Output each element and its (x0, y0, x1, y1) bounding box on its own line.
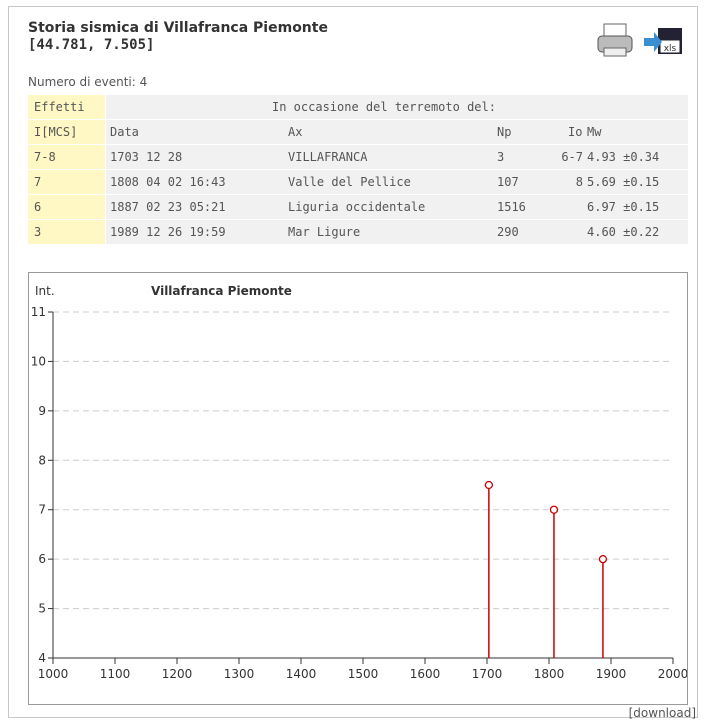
cell-text: 290 (497, 225, 519, 239)
icons[interactable]: xls (596, 20, 686, 64)
cell-text: VILLAFRANCA (288, 150, 368, 164)
chart-title: Villafranca Piemonte (151, 284, 292, 298)
row-bg (106, 95, 688, 119)
panel (8, 6, 698, 718)
chart: Int. Villafranca Piemonte 4 5 6 7 8 9 10 11 1000… (28, 272, 688, 705)
cell-text: 1516 (497, 200, 526, 214)
cell-text: 5.69 ±0.15 (587, 175, 660, 189)
row-bg (106, 120, 688, 144)
cell-text: Mar Ligure (288, 225, 361, 239)
row-bg-effetti (28, 220, 105, 244)
x-tick-label: 1300 (224, 667, 255, 681)
cell-text: 7-8 (34, 150, 56, 164)
x-tick-label: 1000 (38, 667, 69, 681)
column-header: Mw (587, 125, 602, 139)
x-tick-label: 1400 (286, 667, 317, 681)
column-header: Io (568, 125, 583, 139)
title: Storia sismica di Villafranca Piemonte (28, 20, 328, 36)
y-tick-label: 11 (31, 305, 46, 319)
download-link[interactable]: [download] (628, 706, 696, 720)
x-tick-label: 1500 (348, 667, 379, 681)
column-header: Data (110, 125, 139, 139)
event-count: Numero di eventi: 4 (28, 75, 148, 89)
x-tick-label: 1600 (410, 667, 441, 681)
row-bg (106, 220, 688, 244)
stem-marker (598, 554, 608, 564)
x-tick-label: 1800 (534, 667, 565, 681)
cell-text: 1989 12 26 19:59 (110, 225, 226, 239)
stem-marker (484, 480, 494, 490)
x-tick-label: 1900 (596, 667, 627, 681)
y-tick-label: 4 (38, 651, 46, 665)
row-bg-effetti (28, 95, 105, 119)
header-cell: In occasione del terremoto del: (272, 100, 496, 114)
cell-text: 4.93 ±0.34 (587, 150, 660, 164)
x-tick-label: 1700 (472, 667, 503, 681)
y-axis-label: Int. (35, 284, 55, 298)
cell-text: 3 (497, 150, 505, 164)
cell-text: 107 (497, 175, 519, 189)
cell-text: 7 (34, 175, 42, 189)
row-bg-effetti (28, 120, 105, 144)
cell-text: 8 (575, 175, 583, 189)
y-tick-label: 10 (31, 354, 46, 368)
xls-label: xls (664, 44, 677, 54)
xls-icon[interactable]: xls (644, 28, 682, 54)
row-bg (106, 195, 688, 219)
cell-text: 3 (34, 225, 42, 239)
coords: [44.781, 7.505] (28, 37, 155, 53)
y-tick-label: 5 (38, 602, 46, 616)
column-header: I[MCS] (34, 125, 78, 139)
column-header: Ax (288, 125, 303, 139)
cell-text: 1887 02 23 05:21 (110, 200, 226, 214)
y-tick-label: 6 (38, 552, 46, 566)
cell-text: Valle del Pellice (288, 175, 411, 189)
cell-text: 1703 12 28 (110, 150, 183, 164)
x-tick-label: 1100 (100, 667, 131, 681)
print-icon[interactable] (597, 23, 633, 57)
cell-text: 6-7 (561, 150, 583, 164)
cell-text: 1808 04 02 16:43 (110, 175, 226, 189)
row-bg-effetti (28, 195, 105, 219)
y-tick-label: 7 (38, 503, 46, 517)
cell-text: 4.60 ±0.22 (587, 225, 660, 239)
y-tick-label: 8 (38, 453, 46, 467)
stem-marker (549, 505, 559, 514)
row-bg-effetti (28, 170, 105, 194)
row-bg (106, 170, 688, 194)
y-tick-label: 9 (38, 404, 46, 418)
cell-text: Liguria occidentale (288, 200, 426, 214)
column-header: Np (497, 125, 512, 139)
row-bg-effetti (28, 145, 105, 169)
header-cell: Effetti (34, 100, 85, 114)
x-tick-label: 2000 (658, 667, 688, 681)
cell-text: 6 (34, 200, 42, 214)
row-bg (106, 145, 688, 169)
cell-text: 6.97 ±0.15 (587, 200, 660, 214)
x-tick-label: 1200 (162, 667, 193, 681)
